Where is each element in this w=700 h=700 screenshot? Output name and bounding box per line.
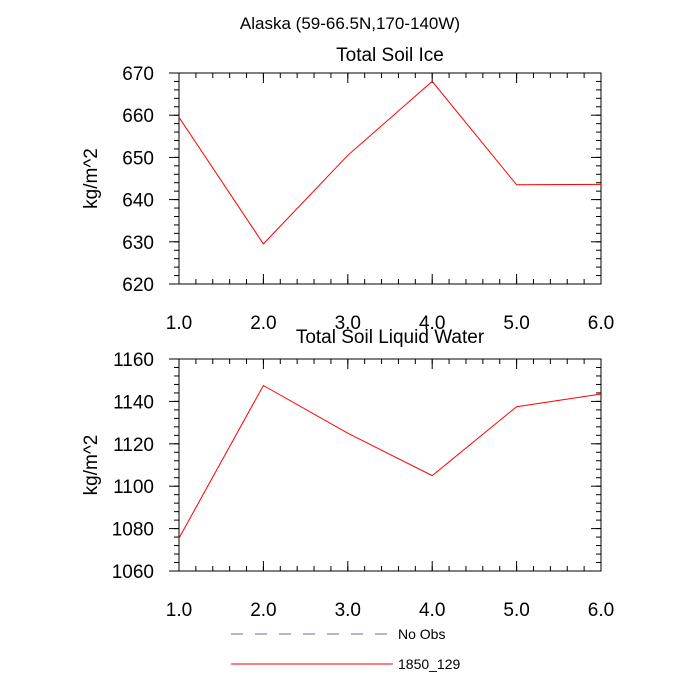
legend-item: No Obs — [231, 626, 445, 642]
chart-panel-2: Total Soil Liquid Water kg/m^2 1.0 2.0 3.0 4.… — [81, 327, 614, 621]
chart-panel-1: Total Soil Ice kg/m^2 1.0 2.0 3.0 4.0 5.0 6.0 62… — [81, 45, 614, 334]
y-tick-label: 1120 — [113, 435, 154, 456]
x-tick-label: 2.0 — [250, 600, 276, 621]
y-tick-label: 650 — [122, 148, 154, 169]
y-axis-label: kg/m^2 — [81, 148, 102, 209]
x-tick-label: 1.0 — [166, 600, 192, 621]
x-tick-label: 3.0 — [335, 600, 361, 621]
y-axis-label: kg/m^2 — [81, 435, 102, 496]
x-tick-label: 1.0 — [166, 313, 192, 334]
x-tick-label: 5.0 — [503, 313, 529, 334]
x-tick-label: 6.0 — [588, 600, 614, 621]
y-tick-label: 640 — [122, 191, 154, 212]
series-line-1850_129 — [178, 80, 602, 245]
y-tick-label: 1160 — [113, 350, 154, 371]
y-tick-label: 620 — [122, 275, 154, 296]
x-tick-label: 5.0 — [503, 600, 529, 621]
x-tick-label: 4.0 — [419, 313, 445, 334]
legend-label: No Obs — [398, 626, 445, 642]
main-title: Alaska (59-66.5N,170-140W) — [240, 14, 460, 33]
y-tick-label: 1060 — [112, 562, 154, 583]
y-tick-label: 660 — [122, 106, 154, 127]
plot-frame — [178, 358, 602, 572]
y-tick-label: 1080 — [112, 520, 154, 541]
y-tick-label: 630 — [122, 233, 154, 254]
y-tick-label: 1100 — [113, 477, 154, 498]
y-tick-label: 670 — [122, 64, 154, 85]
legend-item: 1850_129 — [231, 656, 461, 672]
x-tick-label: 2.0 — [250, 313, 276, 334]
x-tick-label: 4.0 — [419, 600, 445, 621]
y-tick-label: 1140 — [113, 392, 154, 413]
legend-label: 1850_129 — [398, 656, 461, 672]
panel-title: Total Soil Liquid Water — [296, 327, 485, 348]
panel-title: Total Soil Ice — [336, 45, 444, 66]
plot-frame — [178, 72, 602, 285]
x-tick-label: 6.0 — [588, 313, 614, 334]
series-line-1850_129 — [178, 384, 602, 539]
x-tick-label: 3.0 — [335, 313, 361, 334]
